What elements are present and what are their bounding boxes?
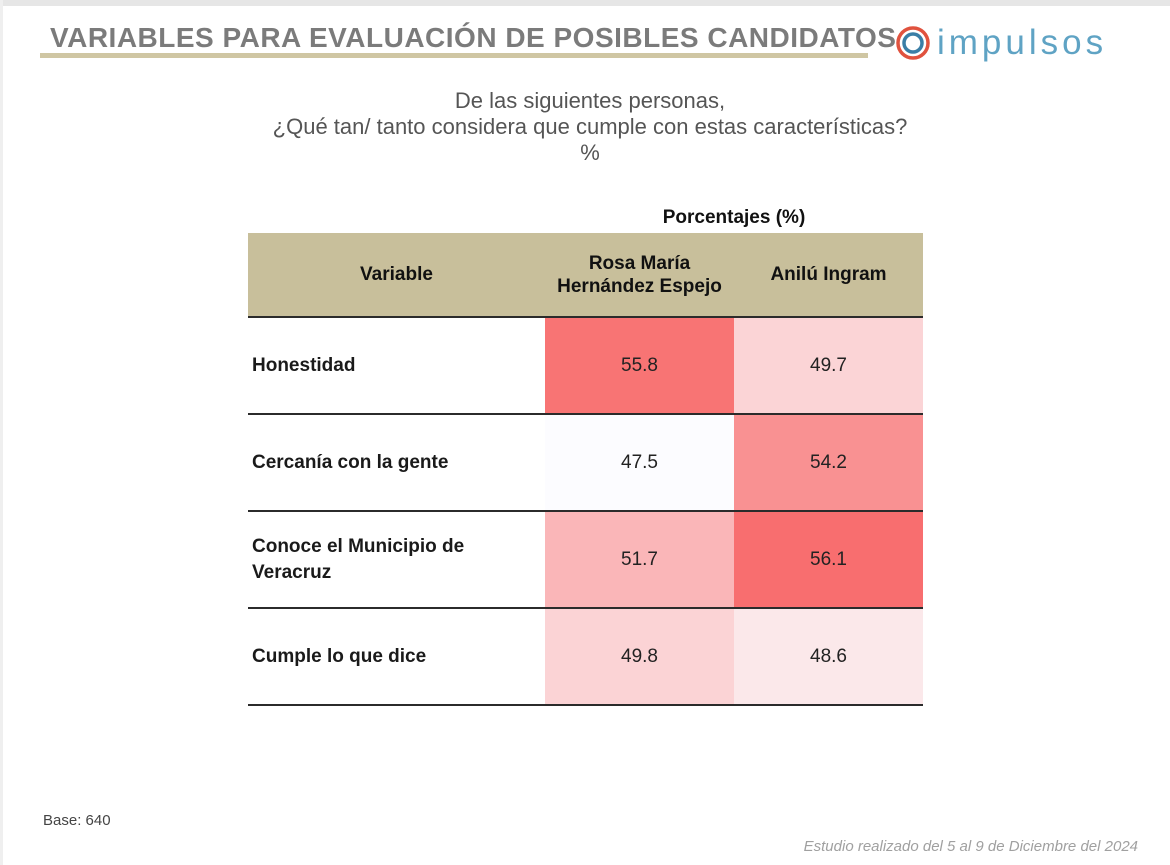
value-cell-candidate-1: 55.8 — [545, 317, 734, 415]
value-cell-candidate-1: 51.7 — [545, 511, 734, 609]
value-cell-candidate-2: 54.2 — [734, 414, 923, 512]
variable-label: Cumple lo que dice — [248, 608, 545, 706]
value-cell-candidate-1: 49.8 — [545, 608, 734, 706]
table-row: Honestidad 55.8 49.7 — [248, 317, 923, 415]
value-cell-candidate-2: 48.6 — [734, 608, 923, 706]
survey-question: De las siguientes personas, ¿Qué tan/ ta… — [190, 88, 990, 166]
question-line-3: % — [580, 140, 600, 165]
results-table: Variable Rosa María Hernández Espejo Ani… — [248, 233, 923, 706]
sample-base: Base: 640 — [43, 812, 111, 829]
table-row: Conoce el Municipio de Veracruz 51.7 56.1 — [248, 511, 923, 609]
question-line-1: De las siguientes personas, — [454, 88, 726, 113]
value-cell-candidate-2: 49.7 — [734, 317, 923, 415]
impulsos-logo: impulsos — [895, 22, 1107, 64]
slide-left-edge — [0, 0, 3, 865]
value-cell-candidate-1: 47.5 — [545, 414, 734, 512]
variable-label: Cercanía con la gente — [248, 414, 545, 512]
column-group-header: Porcentajes (%) — [662, 207, 806, 228]
column-header-variable: Variable — [248, 233, 545, 318]
value-cell-candidate-2: 56.1 — [734, 511, 923, 609]
column-header-candidate-2: Anilú Ingram — [734, 233, 923, 318]
slide-top-edge — [0, 0, 1170, 6]
question-line-2: ¿Qué tan/ tanto considera que cumple con… — [272, 114, 908, 139]
study-dates: Estudio realizado del 5 al 9 de Diciembr… — [803, 838, 1138, 855]
table-row: Cercanía con la gente 47.5 54.2 — [248, 414, 923, 512]
logo-ring-icon — [896, 26, 930, 60]
logo-text: impulsos — [937, 23, 1108, 62]
variable-label: Honestidad — [248, 317, 545, 415]
title-underline — [40, 53, 868, 58]
table-row: Cumple lo que dice 49.8 48.6 — [248, 608, 923, 706]
table-header-row: Variable Rosa María Hernández Espejo Ani… — [248, 233, 923, 318]
variable-label: Conoce el Municipio de Veracruz — [248, 511, 545, 609]
page-title: VARIABLES PARA EVALUACIÓN DE POSIBLES CA… — [50, 22, 897, 53]
column-header-candidate-1: Rosa María Hernández Espejo — [545, 233, 734, 318]
